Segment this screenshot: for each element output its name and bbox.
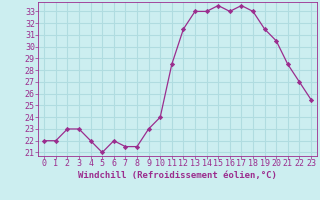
X-axis label: Windchill (Refroidissement éolien,°C): Windchill (Refroidissement éolien,°C) xyxy=(78,171,277,180)
